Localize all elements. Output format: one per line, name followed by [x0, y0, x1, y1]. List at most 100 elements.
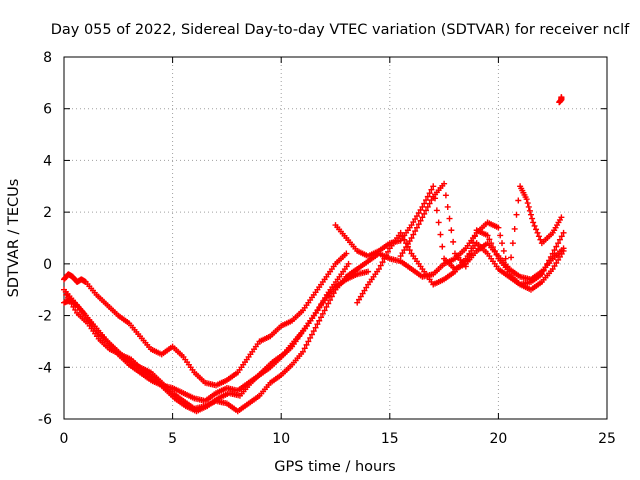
data-point [399, 233, 406, 240]
data-point [343, 250, 350, 257]
data-point [312, 309, 319, 316]
data-point [63, 291, 70, 298]
data-point [316, 303, 323, 310]
data-point [413, 213, 420, 220]
data-point [546, 257, 553, 264]
data-point [361, 287, 368, 294]
data-point [72, 306, 79, 313]
data-point [556, 253, 563, 260]
data-point [464, 257, 471, 264]
data-point [423, 207, 429, 214]
data-point [558, 214, 565, 221]
data-point [486, 236, 493, 243]
data-point [558, 250, 565, 257]
data-point [417, 206, 424, 213]
data-point [345, 260, 352, 267]
data-point [533, 226, 540, 233]
data-point [502, 255, 509, 262]
series-track-6 [343, 219, 567, 288]
data-point [488, 240, 495, 247]
data-point [397, 229, 404, 236]
data-point [316, 317, 323, 324]
data-point [412, 228, 419, 235]
data-point [410, 231, 417, 238]
data-point [308, 331, 315, 338]
data-point [525, 203, 532, 210]
data-point [325, 300, 332, 307]
data-point [530, 219, 537, 226]
data-point [419, 214, 426, 221]
y-axis-label: SDTVAR / TECUs [6, 179, 22, 298]
data-point [426, 190, 433, 197]
data-point [318, 300, 325, 307]
data-point [68, 300, 75, 307]
data-point [547, 253, 554, 260]
series-track-5 [332, 183, 567, 283]
data-point [412, 216, 419, 223]
series-track-3 [63, 260, 352, 415]
data-point [421, 200, 428, 207]
data-point [513, 211, 520, 218]
data-point [408, 235, 415, 241]
data-point [531, 222, 538, 229]
data-point [549, 266, 556, 273]
data-point [555, 256, 562, 263]
data-point [491, 247, 498, 254]
data-point [558, 233, 565, 240]
data-point [384, 248, 391, 255]
data-point [538, 271, 545, 278]
data-point [323, 303, 330, 310]
series-outlier [556, 94, 565, 106]
data-point [303, 341, 310, 348]
y-tick-label: 2 [43, 205, 52, 221]
data-point [305, 338, 312, 345]
data-point [553, 243, 560, 250]
data-point [441, 180, 448, 187]
data-point [484, 232, 491, 239]
data-point [433, 207, 440, 214]
series-track-2 [61, 266, 361, 415]
data-point [354, 299, 361, 306]
data-point [417, 217, 424, 224]
data-point [410, 219, 417, 226]
data-points [61, 94, 567, 415]
series-track-7 [354, 229, 567, 306]
data-point [439, 243, 446, 250]
data-point [489, 244, 496, 251]
data-point [357, 293, 364, 300]
data-point [424, 203, 431, 210]
y-tick-label: 4 [43, 153, 52, 169]
data-point [555, 240, 562, 247]
y-tick-label: -2 [38, 309, 52, 325]
data-point [64, 294, 71, 301]
data-point [406, 238, 413, 245]
data-point [544, 260, 551, 267]
data-point [551, 263, 558, 270]
data-point [537, 236, 544, 243]
data-point [468, 245, 475, 252]
data-point [359, 290, 366, 297]
data-point [397, 253, 404, 260]
data-point [442, 192, 449, 199]
x-tick-label: 5 [168, 431, 177, 447]
data-point [419, 203, 426, 210]
data-point [406, 247, 413, 254]
x-tick-label: 0 [60, 431, 69, 447]
data-point [524, 200, 531, 207]
data-point [299, 348, 306, 355]
data-point [435, 219, 442, 226]
y-tick-label: 8 [43, 50, 52, 66]
data-point [314, 321, 321, 328]
data-point [381, 255, 388, 262]
data-point [529, 215, 536, 222]
data-point [363, 284, 370, 291]
data-point [399, 250, 406, 257]
y-tick-label: 0 [43, 257, 52, 273]
data-point [493, 251, 500, 258]
data-point [377, 262, 384, 269]
series-track-4 [61, 250, 350, 389]
data-point [506, 268, 513, 275]
data-point [430, 183, 437, 190]
data-point [319, 310, 326, 317]
data-point [462, 263, 469, 270]
